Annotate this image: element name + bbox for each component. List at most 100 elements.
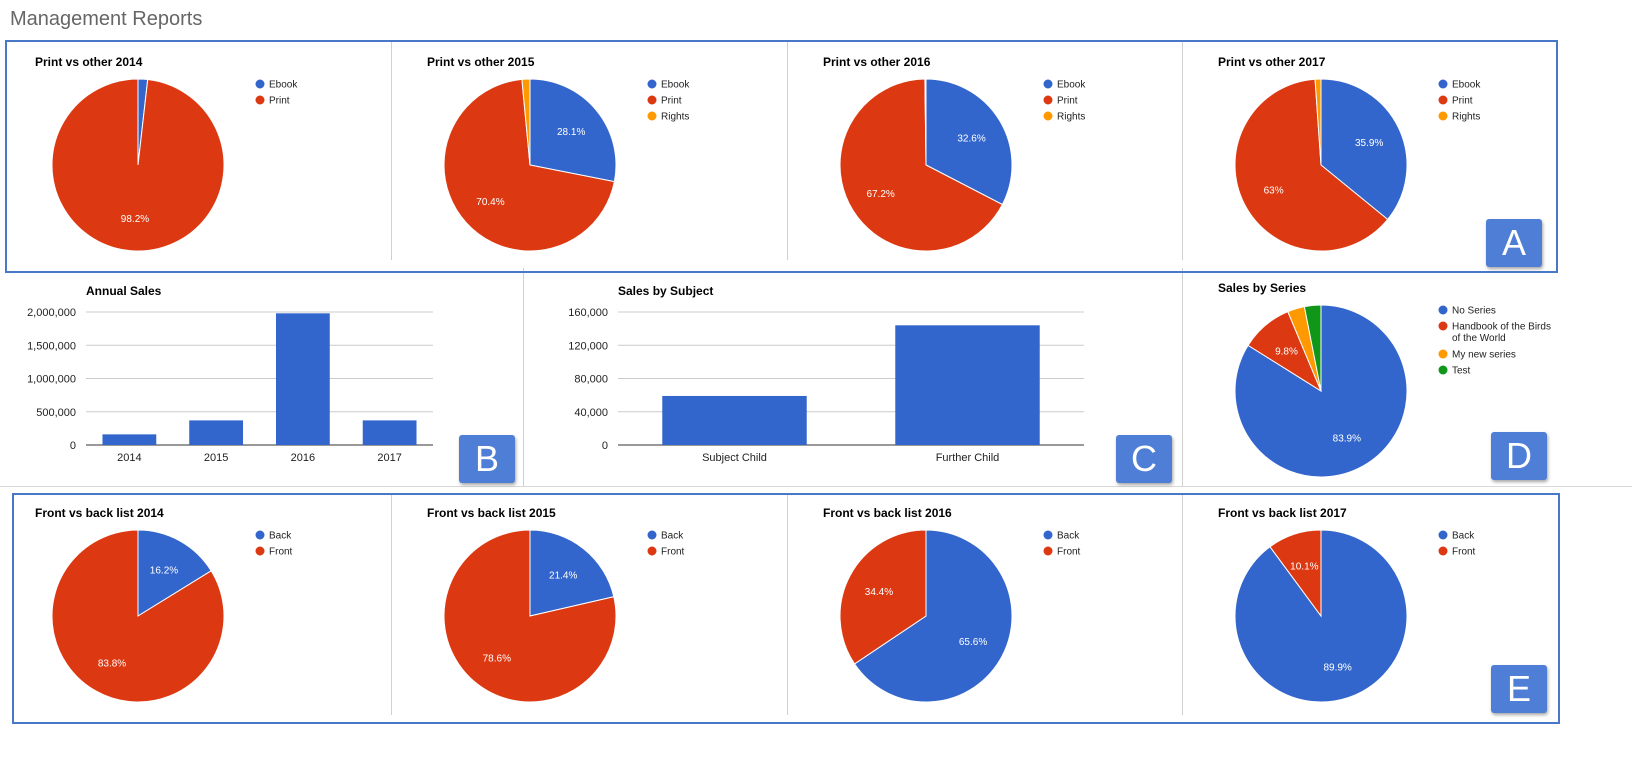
chart-title: Annual Sales [86, 284, 162, 298]
legend-label: My new series [1452, 350, 1516, 361]
pie-slice [1234, 78, 1389, 252]
x-tick-label: Subject Child [702, 452, 767, 464]
chart-sales-by-subject: Sales by Subject 0 40,000 80,000 120,000 160,… [524, 268, 1183, 486]
legend-marker [255, 79, 265, 89]
chart-annual-sales: Annual Sales 0 500,000 1,000,000 1,500,000 2,… [0, 268, 524, 486]
chart-print-vs-other-2015: Print vs other 2015 28.1% 70.4% Ebook Print R… [392, 42, 788, 260]
legend-label: Print [661, 96, 682, 107]
bar [895, 325, 1040, 445]
legend-marker [1438, 305, 1448, 315]
badge-a: A [1486, 219, 1542, 267]
pie-slice [839, 78, 1004, 252]
legend-label: No Series [1452, 306, 1496, 317]
badge-d: D [1491, 432, 1547, 480]
chart-title: Front vs back list 2014 [35, 506, 164, 520]
pie-slice [529, 78, 617, 183]
x-tick-label: 2016 [291, 452, 315, 464]
y-tick-label: 120,000 [568, 340, 608, 352]
legend-label: Rights [1057, 112, 1085, 123]
legend-label: Front [1057, 547, 1081, 558]
pie-slice [839, 529, 927, 665]
chart-front-vs-back-2015: Front vs back list 2015 21.4% 78.6% Back Fro… [392, 493, 788, 715]
chart-front-vs-back-2016: Front vs back list 2016 65.6% 34.4% Back Fro… [788, 493, 1183, 715]
legend-marker [647, 95, 657, 105]
pie-slice [925, 78, 1013, 206]
row-divider [0, 486, 1632, 487]
chart-title: Print vs other 2016 [823, 55, 931, 69]
bar [102, 434, 157, 445]
legend-marker [1438, 546, 1448, 556]
legend-label: Back [661, 531, 684, 542]
chart-front-vs-back-2014: Front vs back list 2014 16.2% 83.8% Back Fro… [0, 493, 392, 715]
y-tick-label: 1,000,000 [27, 374, 76, 386]
legend-label: Ebook [661, 80, 690, 91]
legend-label: Back [1057, 531, 1080, 542]
slice-label: 34.4% [865, 587, 893, 598]
legend-label: Back [1452, 531, 1475, 542]
legend-label: Front [661, 547, 685, 558]
slice-label: 16.2% [150, 565, 178, 576]
legend-marker [255, 546, 265, 556]
legend-marker [1438, 321, 1448, 331]
legend-marker [255, 530, 265, 540]
slice-label: 35.9% [1355, 138, 1383, 149]
x-tick-label: 2017 [377, 452, 401, 464]
slice-label: 67.2% [866, 189, 894, 200]
pie-slice [1320, 78, 1408, 221]
pie-slice [1269, 529, 1322, 618]
badge-e: E [1491, 665, 1547, 713]
pie-slice [443, 529, 617, 703]
pie-slice [1303, 304, 1322, 392]
legend-marker [1438, 349, 1448, 359]
legend-label: Front [1452, 547, 1476, 558]
legend-label: Print [1452, 96, 1473, 107]
legend-label-continued: of the World [1452, 333, 1506, 344]
legend-label: Print [269, 96, 290, 107]
pie-slice [853, 529, 1013, 703]
chart-title: Sales by Series [1218, 281, 1306, 295]
legend-label: Handbook of the Birds [1452, 322, 1551, 333]
x-tick-label: 2015 [204, 452, 228, 464]
pie-slice [924, 78, 927, 166]
slice-label: 83.8% [98, 659, 126, 670]
chart-title: Front vs back list 2016 [823, 506, 952, 520]
slice-label: 83.9% [1333, 434, 1361, 445]
legend-marker [1043, 79, 1053, 89]
legend-marker [647, 111, 657, 121]
chart-title: Front vs back list 2017 [1218, 506, 1347, 520]
pie-slice [521, 78, 531, 166]
legend-label: Print [1057, 96, 1078, 107]
legend-marker [647, 546, 657, 556]
slice-label: 9.8% [1275, 346, 1298, 357]
legend-label: Ebook [269, 80, 298, 91]
slice-label: 70.4% [476, 197, 504, 208]
slice-label: 89.9% [1323, 663, 1351, 674]
chart-title: Print vs other 2017 [1218, 55, 1326, 69]
badge-c: C [1116, 435, 1172, 483]
chart-print-vs-other-2016: Print vs other 2016 32.6% 67.2% Ebook Print R… [788, 42, 1183, 260]
chart-sales-by-series: Sales by Series 83.9% 9.8% No Series Handboo… [1183, 268, 1632, 486]
bar [189, 420, 244, 445]
slice-label: 32.6% [957, 133, 985, 144]
pie-slice [137, 529, 212, 617]
legend-label: Front [269, 547, 293, 558]
legend-marker [1043, 111, 1053, 121]
legend-marker [1438, 530, 1448, 540]
legend-marker [1043, 530, 1053, 540]
y-tick-label: 40,000 [574, 407, 608, 419]
x-tick-label: 2014 [117, 452, 141, 464]
chart-title: Print vs other 2014 [35, 55, 143, 69]
chart-title: Sales by Subject [618, 284, 713, 298]
chart-print-vs-other-2017: Print vs other 2017 35.9% 63% Ebook Print Rig… [1183, 42, 1553, 260]
pie-slice [51, 529, 225, 703]
slice-label: 98.2% [121, 214, 149, 225]
y-tick-label: 2,000,000 [27, 307, 76, 319]
y-tick-label: 0 [602, 440, 608, 452]
legend-marker [1438, 79, 1448, 89]
legend-marker [647, 79, 657, 89]
chart-title: Print vs other 2015 [427, 55, 535, 69]
chart-front-vs-back-2017: Front vs back list 2017 89.9% 10.1% Back Fro… [1183, 493, 1553, 715]
pie-slice [51, 78, 225, 252]
badge-b: B [459, 435, 515, 483]
slice-label: 65.6% [959, 637, 987, 648]
